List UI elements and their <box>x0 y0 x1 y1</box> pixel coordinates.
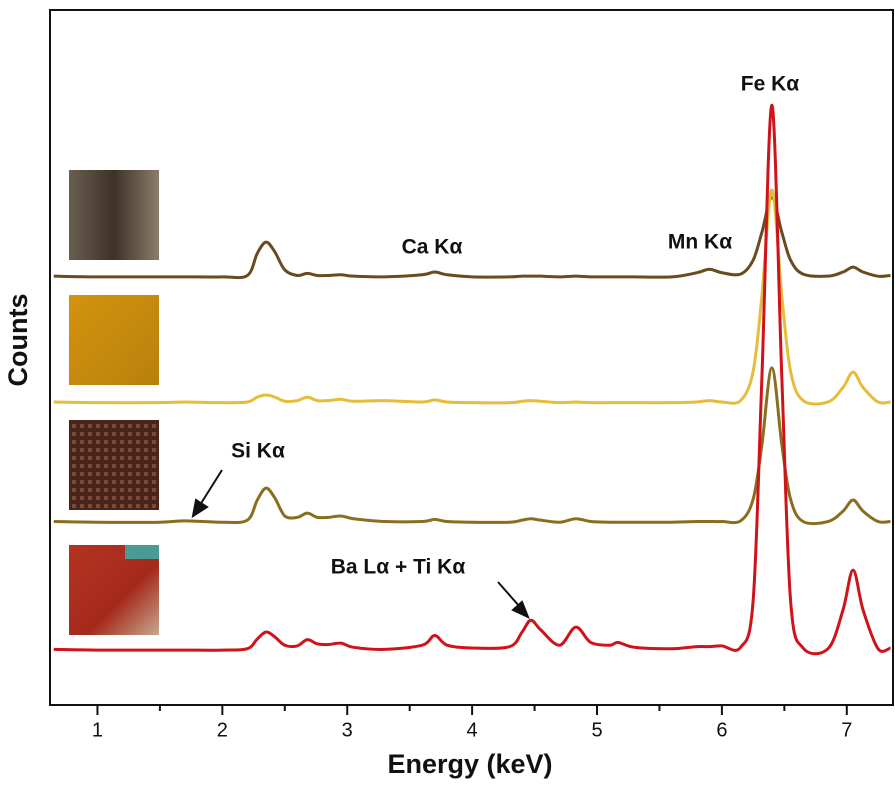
x-axis-title: Energy (keV) <box>387 749 552 779</box>
spectrum-line <box>53 103 891 656</box>
sample-image <box>69 545 159 635</box>
sample-image <box>69 295 159 385</box>
spectrum-line <box>53 196 891 280</box>
x-tick-label: 5 <box>591 719 602 741</box>
x-tick-label: 3 <box>342 719 353 741</box>
arrow <box>497 581 521 608</box>
spectrum-line <box>53 366 891 526</box>
x-tick-label: 7 <box>841 719 852 741</box>
annotation: Ba Lα + Ti Kα <box>331 556 466 579</box>
arrows <box>191 469 530 619</box>
sample-image <box>69 170 159 260</box>
annotation: Mn Kα <box>668 231 732 254</box>
arrow-head <box>511 600 530 619</box>
spectrum-line <box>53 188 891 406</box>
annotation: Ca Kα <box>402 236 463 259</box>
annotation: Fe Kα <box>741 73 800 96</box>
x-tick-label: 6 <box>716 719 727 741</box>
y-axis-title: Counts <box>3 294 33 387</box>
annotation: Si Kα <box>231 440 285 463</box>
sample-image <box>69 420 159 510</box>
x-tick-label: 4 <box>467 719 478 741</box>
arrow-head <box>191 498 209 519</box>
plot-frame <box>49 9 894 706</box>
x-tick-label: 1 <box>92 719 103 741</box>
arrow <box>199 469 223 506</box>
sample-image <box>125 545 159 559</box>
x-tick-label: 2 <box>217 719 228 741</box>
